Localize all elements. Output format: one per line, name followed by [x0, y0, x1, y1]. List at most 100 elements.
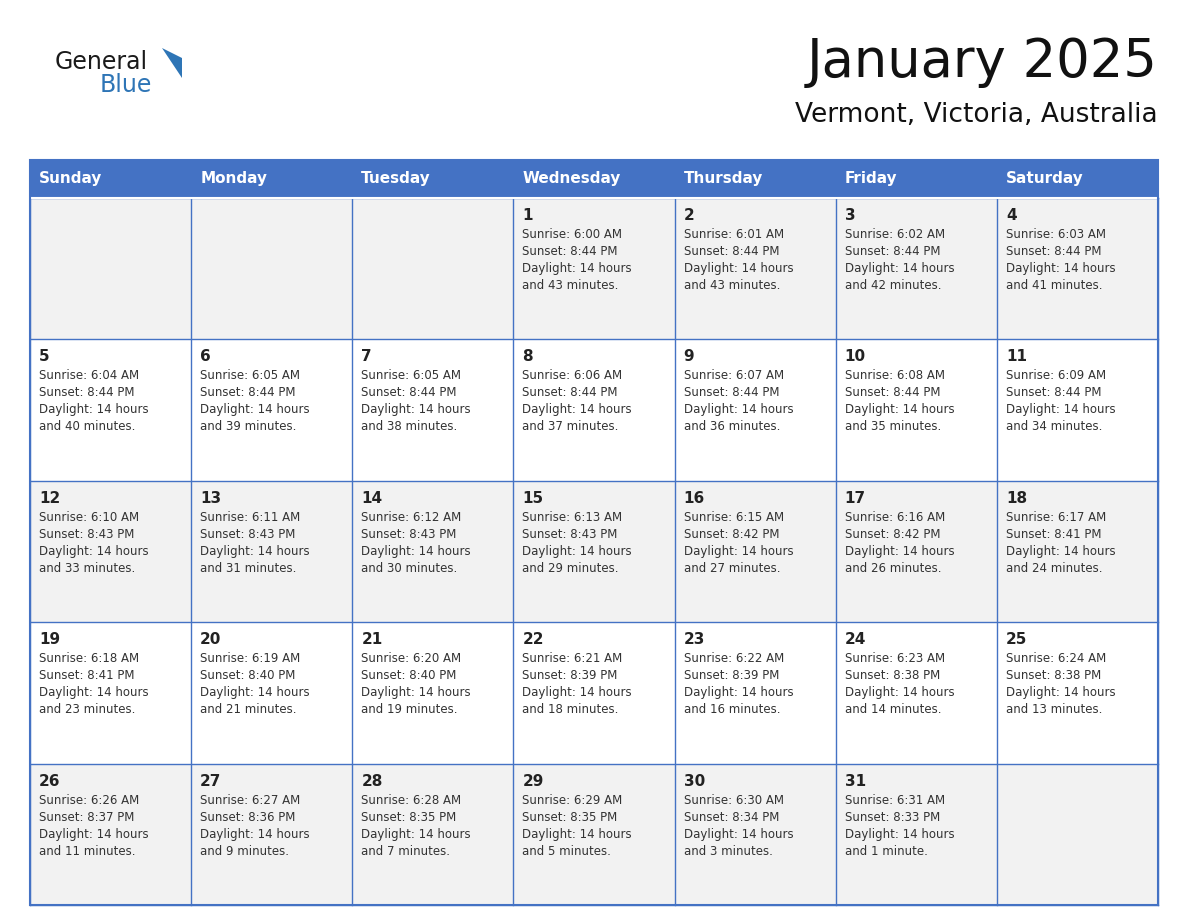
- Bar: [835, 340, 997, 481]
- Text: Sunset: 8:43 PM: Sunset: 8:43 PM: [39, 528, 134, 541]
- Text: Daylight: 14 hours: Daylight: 14 hours: [683, 686, 794, 700]
- Text: Vermont, Victoria, Australia: Vermont, Victoria, Australia: [796, 102, 1158, 128]
- Text: 10: 10: [845, 350, 866, 364]
- Text: 31: 31: [845, 774, 866, 789]
- Text: 1: 1: [523, 208, 533, 223]
- Bar: [513, 764, 675, 905]
- Text: Blue: Blue: [100, 73, 152, 97]
- Text: Daylight: 14 hours: Daylight: 14 hours: [523, 403, 632, 417]
- Text: Sunset: 8:38 PM: Sunset: 8:38 PM: [1006, 669, 1101, 682]
- Bar: [191, 340, 353, 481]
- Text: Daylight: 14 hours: Daylight: 14 hours: [361, 686, 470, 700]
- Text: and 43 minutes.: and 43 minutes.: [683, 279, 781, 292]
- Text: Sunrise: 6:19 AM: Sunrise: 6:19 AM: [200, 652, 301, 666]
- Text: 14: 14: [361, 491, 383, 506]
- Polygon shape: [162, 48, 182, 78]
- Text: and 11 minutes.: and 11 minutes.: [39, 845, 135, 857]
- Text: Sunrise: 6:10 AM: Sunrise: 6:10 AM: [39, 510, 139, 524]
- Text: 19: 19: [39, 633, 61, 647]
- Text: Saturday: Saturday: [1006, 172, 1083, 186]
- Text: Sunset: 8:42 PM: Sunset: 8:42 PM: [683, 528, 779, 541]
- Text: Sunset: 8:43 PM: Sunset: 8:43 PM: [523, 528, 618, 541]
- Bar: [835, 160, 997, 198]
- Text: and 21 minutes.: and 21 minutes.: [200, 703, 297, 716]
- Bar: [513, 622, 675, 764]
- Text: 9: 9: [683, 350, 694, 364]
- Text: 2: 2: [683, 208, 694, 223]
- Text: Sunset: 8:43 PM: Sunset: 8:43 PM: [200, 528, 296, 541]
- Text: January 2025: January 2025: [807, 36, 1158, 88]
- Bar: [513, 198, 675, 340]
- Bar: [997, 622, 1158, 764]
- Bar: [30, 160, 191, 198]
- Text: 25: 25: [1006, 633, 1028, 647]
- Text: Daylight: 14 hours: Daylight: 14 hours: [523, 544, 632, 558]
- Bar: [513, 481, 675, 622]
- Text: Sunrise: 6:12 AM: Sunrise: 6:12 AM: [361, 510, 461, 524]
- Text: Sunrise: 6:24 AM: Sunrise: 6:24 AM: [1006, 652, 1106, 666]
- Text: 17: 17: [845, 491, 866, 506]
- Text: Sunset: 8:39 PM: Sunset: 8:39 PM: [683, 669, 779, 682]
- Text: and 35 minutes.: and 35 minutes.: [845, 420, 941, 433]
- Text: and 26 minutes.: and 26 minutes.: [845, 562, 941, 575]
- Text: Sunrise: 6:05 AM: Sunrise: 6:05 AM: [361, 369, 461, 383]
- Text: and 41 minutes.: and 41 minutes.: [1006, 279, 1102, 292]
- Text: General: General: [55, 50, 148, 74]
- Text: Sunrise: 6:06 AM: Sunrise: 6:06 AM: [523, 369, 623, 383]
- Bar: [835, 622, 997, 764]
- Text: Sunset: 8:44 PM: Sunset: 8:44 PM: [845, 245, 940, 258]
- Bar: [191, 764, 353, 905]
- Text: Sunset: 8:44 PM: Sunset: 8:44 PM: [39, 386, 134, 399]
- Text: and 3 minutes.: and 3 minutes.: [683, 845, 772, 857]
- Text: Daylight: 14 hours: Daylight: 14 hours: [683, 262, 794, 275]
- Text: Daylight: 14 hours: Daylight: 14 hours: [523, 686, 632, 700]
- Text: Sunset: 8:44 PM: Sunset: 8:44 PM: [200, 386, 296, 399]
- Bar: [675, 160, 835, 198]
- Text: Sunrise: 6:17 AM: Sunrise: 6:17 AM: [1006, 510, 1106, 524]
- Text: 16: 16: [683, 491, 704, 506]
- Text: Sunset: 8:44 PM: Sunset: 8:44 PM: [523, 245, 618, 258]
- Text: Sunset: 8:34 PM: Sunset: 8:34 PM: [683, 811, 779, 823]
- Text: 22: 22: [523, 633, 544, 647]
- Text: Sunset: 8:37 PM: Sunset: 8:37 PM: [39, 811, 134, 823]
- Text: Sunrise: 6:03 AM: Sunrise: 6:03 AM: [1006, 228, 1106, 241]
- Text: Sunset: 8:44 PM: Sunset: 8:44 PM: [1006, 386, 1101, 399]
- Bar: [997, 481, 1158, 622]
- Text: Sunrise: 6:20 AM: Sunrise: 6:20 AM: [361, 652, 461, 666]
- Text: Thursday: Thursday: [683, 172, 763, 186]
- Text: Daylight: 14 hours: Daylight: 14 hours: [361, 403, 470, 417]
- Text: and 40 minutes.: and 40 minutes.: [39, 420, 135, 433]
- Text: Sunrise: 6:08 AM: Sunrise: 6:08 AM: [845, 369, 944, 383]
- Text: Daylight: 14 hours: Daylight: 14 hours: [39, 686, 148, 700]
- Text: Wednesday: Wednesday: [523, 172, 621, 186]
- Bar: [675, 622, 835, 764]
- Bar: [997, 160, 1158, 198]
- Text: 5: 5: [39, 350, 50, 364]
- Text: 30: 30: [683, 774, 704, 789]
- Text: Sunrise: 6:00 AM: Sunrise: 6:00 AM: [523, 228, 623, 241]
- Text: 21: 21: [361, 633, 383, 647]
- Text: Sunset: 8:44 PM: Sunset: 8:44 PM: [361, 386, 456, 399]
- Text: 8: 8: [523, 350, 533, 364]
- Bar: [353, 622, 513, 764]
- Text: Sunrise: 6:22 AM: Sunrise: 6:22 AM: [683, 652, 784, 666]
- Text: 13: 13: [200, 491, 221, 506]
- Text: Sunday: Sunday: [39, 172, 102, 186]
- Text: and 27 minutes.: and 27 minutes.: [683, 562, 781, 575]
- Text: Sunset: 8:44 PM: Sunset: 8:44 PM: [845, 386, 940, 399]
- Text: Sunrise: 6:21 AM: Sunrise: 6:21 AM: [523, 652, 623, 666]
- Text: Sunrise: 6:01 AM: Sunrise: 6:01 AM: [683, 228, 784, 241]
- Text: Daylight: 14 hours: Daylight: 14 hours: [845, 828, 954, 841]
- Text: 15: 15: [523, 491, 544, 506]
- Text: 6: 6: [200, 350, 211, 364]
- Bar: [835, 764, 997, 905]
- Text: and 7 minutes.: and 7 minutes.: [361, 845, 450, 857]
- Text: Daylight: 14 hours: Daylight: 14 hours: [845, 544, 954, 558]
- Text: and 37 minutes.: and 37 minutes.: [523, 420, 619, 433]
- Text: Sunset: 8:44 PM: Sunset: 8:44 PM: [683, 245, 779, 258]
- Text: Sunset: 8:35 PM: Sunset: 8:35 PM: [361, 811, 456, 823]
- Text: Sunrise: 6:18 AM: Sunrise: 6:18 AM: [39, 652, 139, 666]
- Text: Sunset: 8:44 PM: Sunset: 8:44 PM: [683, 386, 779, 399]
- Text: Daylight: 14 hours: Daylight: 14 hours: [1006, 544, 1116, 558]
- Text: Daylight: 14 hours: Daylight: 14 hours: [361, 828, 470, 841]
